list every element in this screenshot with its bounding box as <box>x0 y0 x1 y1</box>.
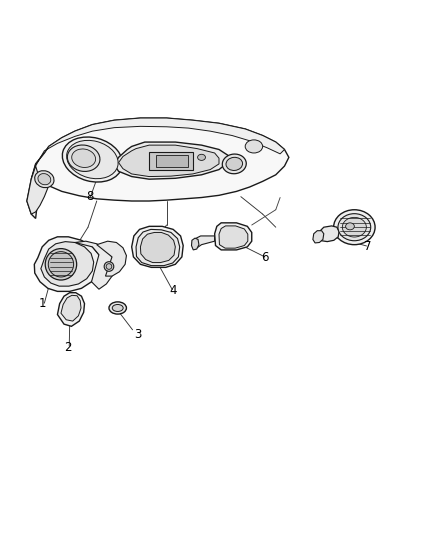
Ellipse shape <box>67 140 118 179</box>
Text: 7: 7 <box>364 240 371 253</box>
Polygon shape <box>136 229 180 265</box>
Ellipse shape <box>198 154 205 160</box>
Text: 2: 2 <box>65 341 72 354</box>
Polygon shape <box>75 241 114 289</box>
Polygon shape <box>27 118 289 219</box>
Polygon shape <box>119 145 219 176</box>
Polygon shape <box>141 232 175 263</box>
Text: 4: 4 <box>170 284 177 297</box>
Polygon shape <box>195 236 215 248</box>
Ellipse shape <box>67 145 100 172</box>
Polygon shape <box>149 152 193 171</box>
Ellipse shape <box>106 264 112 269</box>
Ellipse shape <box>223 154 246 174</box>
Polygon shape <box>34 237 101 292</box>
Polygon shape <box>27 166 49 214</box>
Ellipse shape <box>38 174 51 185</box>
Ellipse shape <box>245 140 263 153</box>
Polygon shape <box>155 155 187 167</box>
Ellipse shape <box>338 214 371 241</box>
Polygon shape <box>132 227 183 268</box>
Polygon shape <box>114 142 228 179</box>
Text: 1: 1 <box>39 297 46 310</box>
Ellipse shape <box>343 217 366 237</box>
Polygon shape <box>215 223 252 250</box>
Text: 3: 3 <box>134 328 142 341</box>
Ellipse shape <box>62 137 123 182</box>
Text: 8: 8 <box>87 190 94 203</box>
Text: 6: 6 <box>261 251 268 264</box>
Polygon shape <box>31 118 285 179</box>
Ellipse shape <box>35 171 54 188</box>
Polygon shape <box>313 231 324 243</box>
Ellipse shape <box>45 248 77 280</box>
Ellipse shape <box>112 304 123 311</box>
Polygon shape <box>97 241 127 276</box>
Ellipse shape <box>109 302 127 314</box>
Polygon shape <box>41 241 94 286</box>
Ellipse shape <box>334 210 375 245</box>
Ellipse shape <box>72 149 95 167</box>
Ellipse shape <box>346 223 354 230</box>
Polygon shape <box>57 293 85 326</box>
Ellipse shape <box>48 252 74 277</box>
Ellipse shape <box>226 157 243 171</box>
Polygon shape <box>191 238 199 250</box>
Polygon shape <box>319 226 339 241</box>
Polygon shape <box>61 295 81 321</box>
Ellipse shape <box>104 262 114 271</box>
Polygon shape <box>219 226 248 248</box>
